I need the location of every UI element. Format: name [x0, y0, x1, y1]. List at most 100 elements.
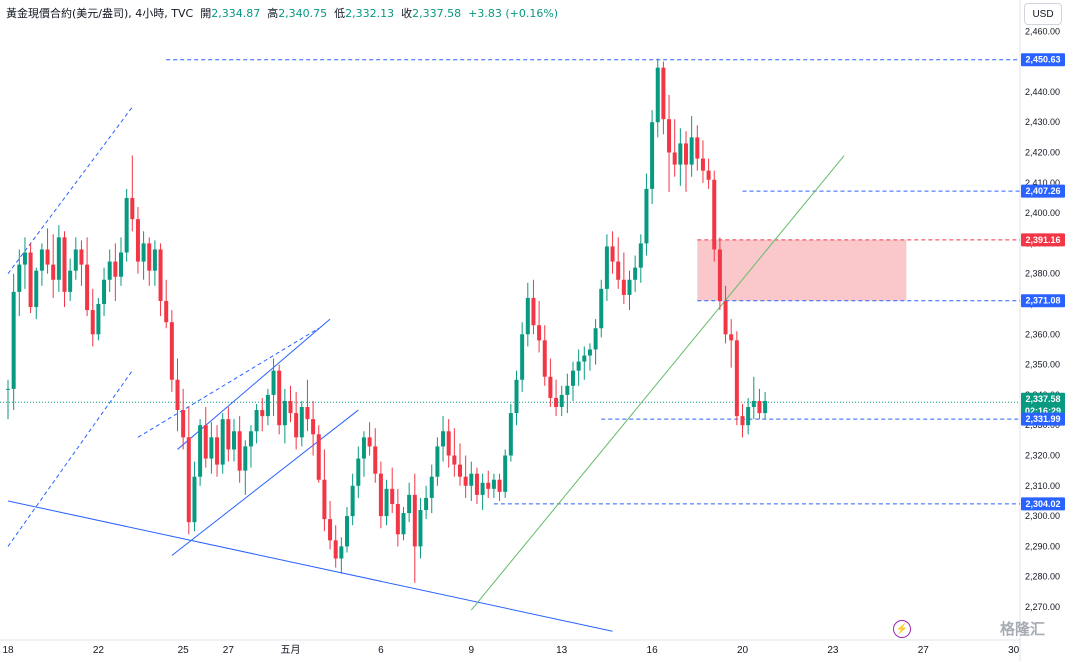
- candle-body: [192, 476, 197, 523]
- channel-dashed-upper-line: [7, 370, 133, 547]
- y-tick-label: 2,460.00: [1025, 26, 1060, 36]
- x-tick-label: 30: [1008, 645, 1020, 656]
- candle-body: [260, 410, 265, 417]
- candle-body: [616, 261, 621, 280]
- y-tick-label: 2,400.00: [1025, 208, 1060, 218]
- price-label-box: [1021, 392, 1065, 406]
- candle-body: [497, 479, 502, 492]
- candle-body: [384, 488, 389, 517]
- price-label-box: [1021, 53, 1065, 67]
- candle-body: [599, 288, 604, 329]
- candle-body: [350, 485, 355, 517]
- candle-body: [587, 349, 592, 356]
- candle-body: [424, 497, 429, 511]
- y-tick-label: 2,360.00: [1025, 329, 1060, 339]
- candle-body: [763, 400, 768, 414]
- x-tick-label: 25: [178, 645, 190, 656]
- price-label-box: [1021, 497, 1065, 511]
- candle-body: [34, 270, 39, 308]
- candle-body: [220, 419, 225, 465]
- chart-header: 黃金現價合約(美元/盎司), 4小時, TVC 開2,334.87 高2,340…: [6, 5, 558, 21]
- y-tick-label: 2,310.00: [1025, 481, 1060, 491]
- candle-body: [435, 446, 440, 477]
- candle-body: [655, 67, 660, 123]
- candle-body: [328, 519, 333, 541]
- candle-body: [85, 264, 90, 311]
- y-tick-label: 2,420.00: [1025, 148, 1060, 158]
- currency-button[interactable]: USD: [1024, 3, 1062, 25]
- candle-body: [277, 370, 282, 426]
- candle-body: [542, 340, 547, 377]
- candle-body: [305, 407, 310, 420]
- low-label: 低: [334, 7, 346, 20]
- candle-body: [746, 407, 751, 426]
- y-tick-label: 2,280.00: [1025, 572, 1060, 582]
- candle-body: [17, 264, 22, 292]
- candle-body: [215, 437, 220, 465]
- candle-body: [79, 249, 84, 265]
- candle-body: [740, 416, 745, 426]
- watermark-logo: 格隆汇: [1000, 621, 1046, 638]
- candle-body: [734, 340, 739, 417]
- candle-body: [638, 243, 643, 268]
- candle-body: [418, 510, 423, 547]
- candle-body: [401, 513, 406, 535]
- candle-body: [311, 419, 316, 435]
- candle-body: [22, 252, 27, 265]
- candle-body: [186, 437, 191, 523]
- price-label-box: [1021, 184, 1065, 198]
- candle-body: [531, 297, 536, 326]
- candle-body: [73, 249, 78, 271]
- candle-body: [644, 188, 649, 244]
- candle-body: [356, 458, 361, 486]
- candle-body: [107, 261, 112, 280]
- candle-body: [378, 473, 383, 517]
- candle-body: [11, 291, 16, 389]
- green-uptrend-line: [470, 155, 845, 611]
- x-tick-label: 16: [647, 645, 659, 656]
- price-label-text: 2,371.08: [1025, 296, 1060, 306]
- candle-body: [181, 410, 186, 438]
- candle-body: [520, 334, 525, 380]
- candle-body: [627, 279, 632, 295]
- candle-body: [119, 252, 123, 277]
- candle-body: [232, 431, 236, 450]
- candle-body: [102, 279, 107, 304]
- candle-body: [706, 170, 711, 180]
- candle-body: [441, 431, 446, 447]
- candle-body: [650, 122, 655, 189]
- x-tick-label: 6: [378, 645, 384, 656]
- candle-body: [429, 476, 434, 498]
- candle-body: [684, 143, 688, 165]
- candle-body: [452, 455, 457, 465]
- low-value: 2,332.13: [345, 7, 395, 20]
- candle-body: [458, 464, 462, 477]
- candle-body: [243, 446, 248, 471]
- price-label-box: [1021, 294, 1065, 308]
- symbol-title: 黃金現價合約(美元/盎司), 4小時, TVC: [6, 7, 194, 20]
- candle-body: [508, 413, 513, 456]
- candle-body: [548, 376, 553, 398]
- x-tick-label: 23: [827, 645, 839, 656]
- change-value: +3.83 (+0.16%): [468, 7, 559, 20]
- price-label-text: 2,407.26: [1025, 186, 1060, 196]
- x-tick-label: 22: [93, 645, 105, 656]
- candle-body: [537, 325, 542, 341]
- price-label-text: 2,304.02: [1025, 499, 1060, 509]
- candle-body: [395, 503, 400, 535]
- descending-support-line: [7, 500, 613, 632]
- lightning-icon[interactable]: ⚡: [893, 620, 911, 638]
- candle-body: [700, 158, 705, 171]
- x-tick-label: 27: [223, 645, 235, 656]
- open-value: 2,334.87: [211, 7, 261, 20]
- candle-body: [593, 328, 598, 350]
- candle-body: [525, 297, 530, 335]
- candle-body: [203, 425, 208, 459]
- close-label: 收: [401, 7, 413, 20]
- supply-zone: [697, 239, 907, 301]
- candle-body: [661, 67, 666, 120]
- candle-body: [621, 279, 626, 295]
- candle-body: [39, 249, 44, 271]
- candle-body: [373, 446, 378, 474]
